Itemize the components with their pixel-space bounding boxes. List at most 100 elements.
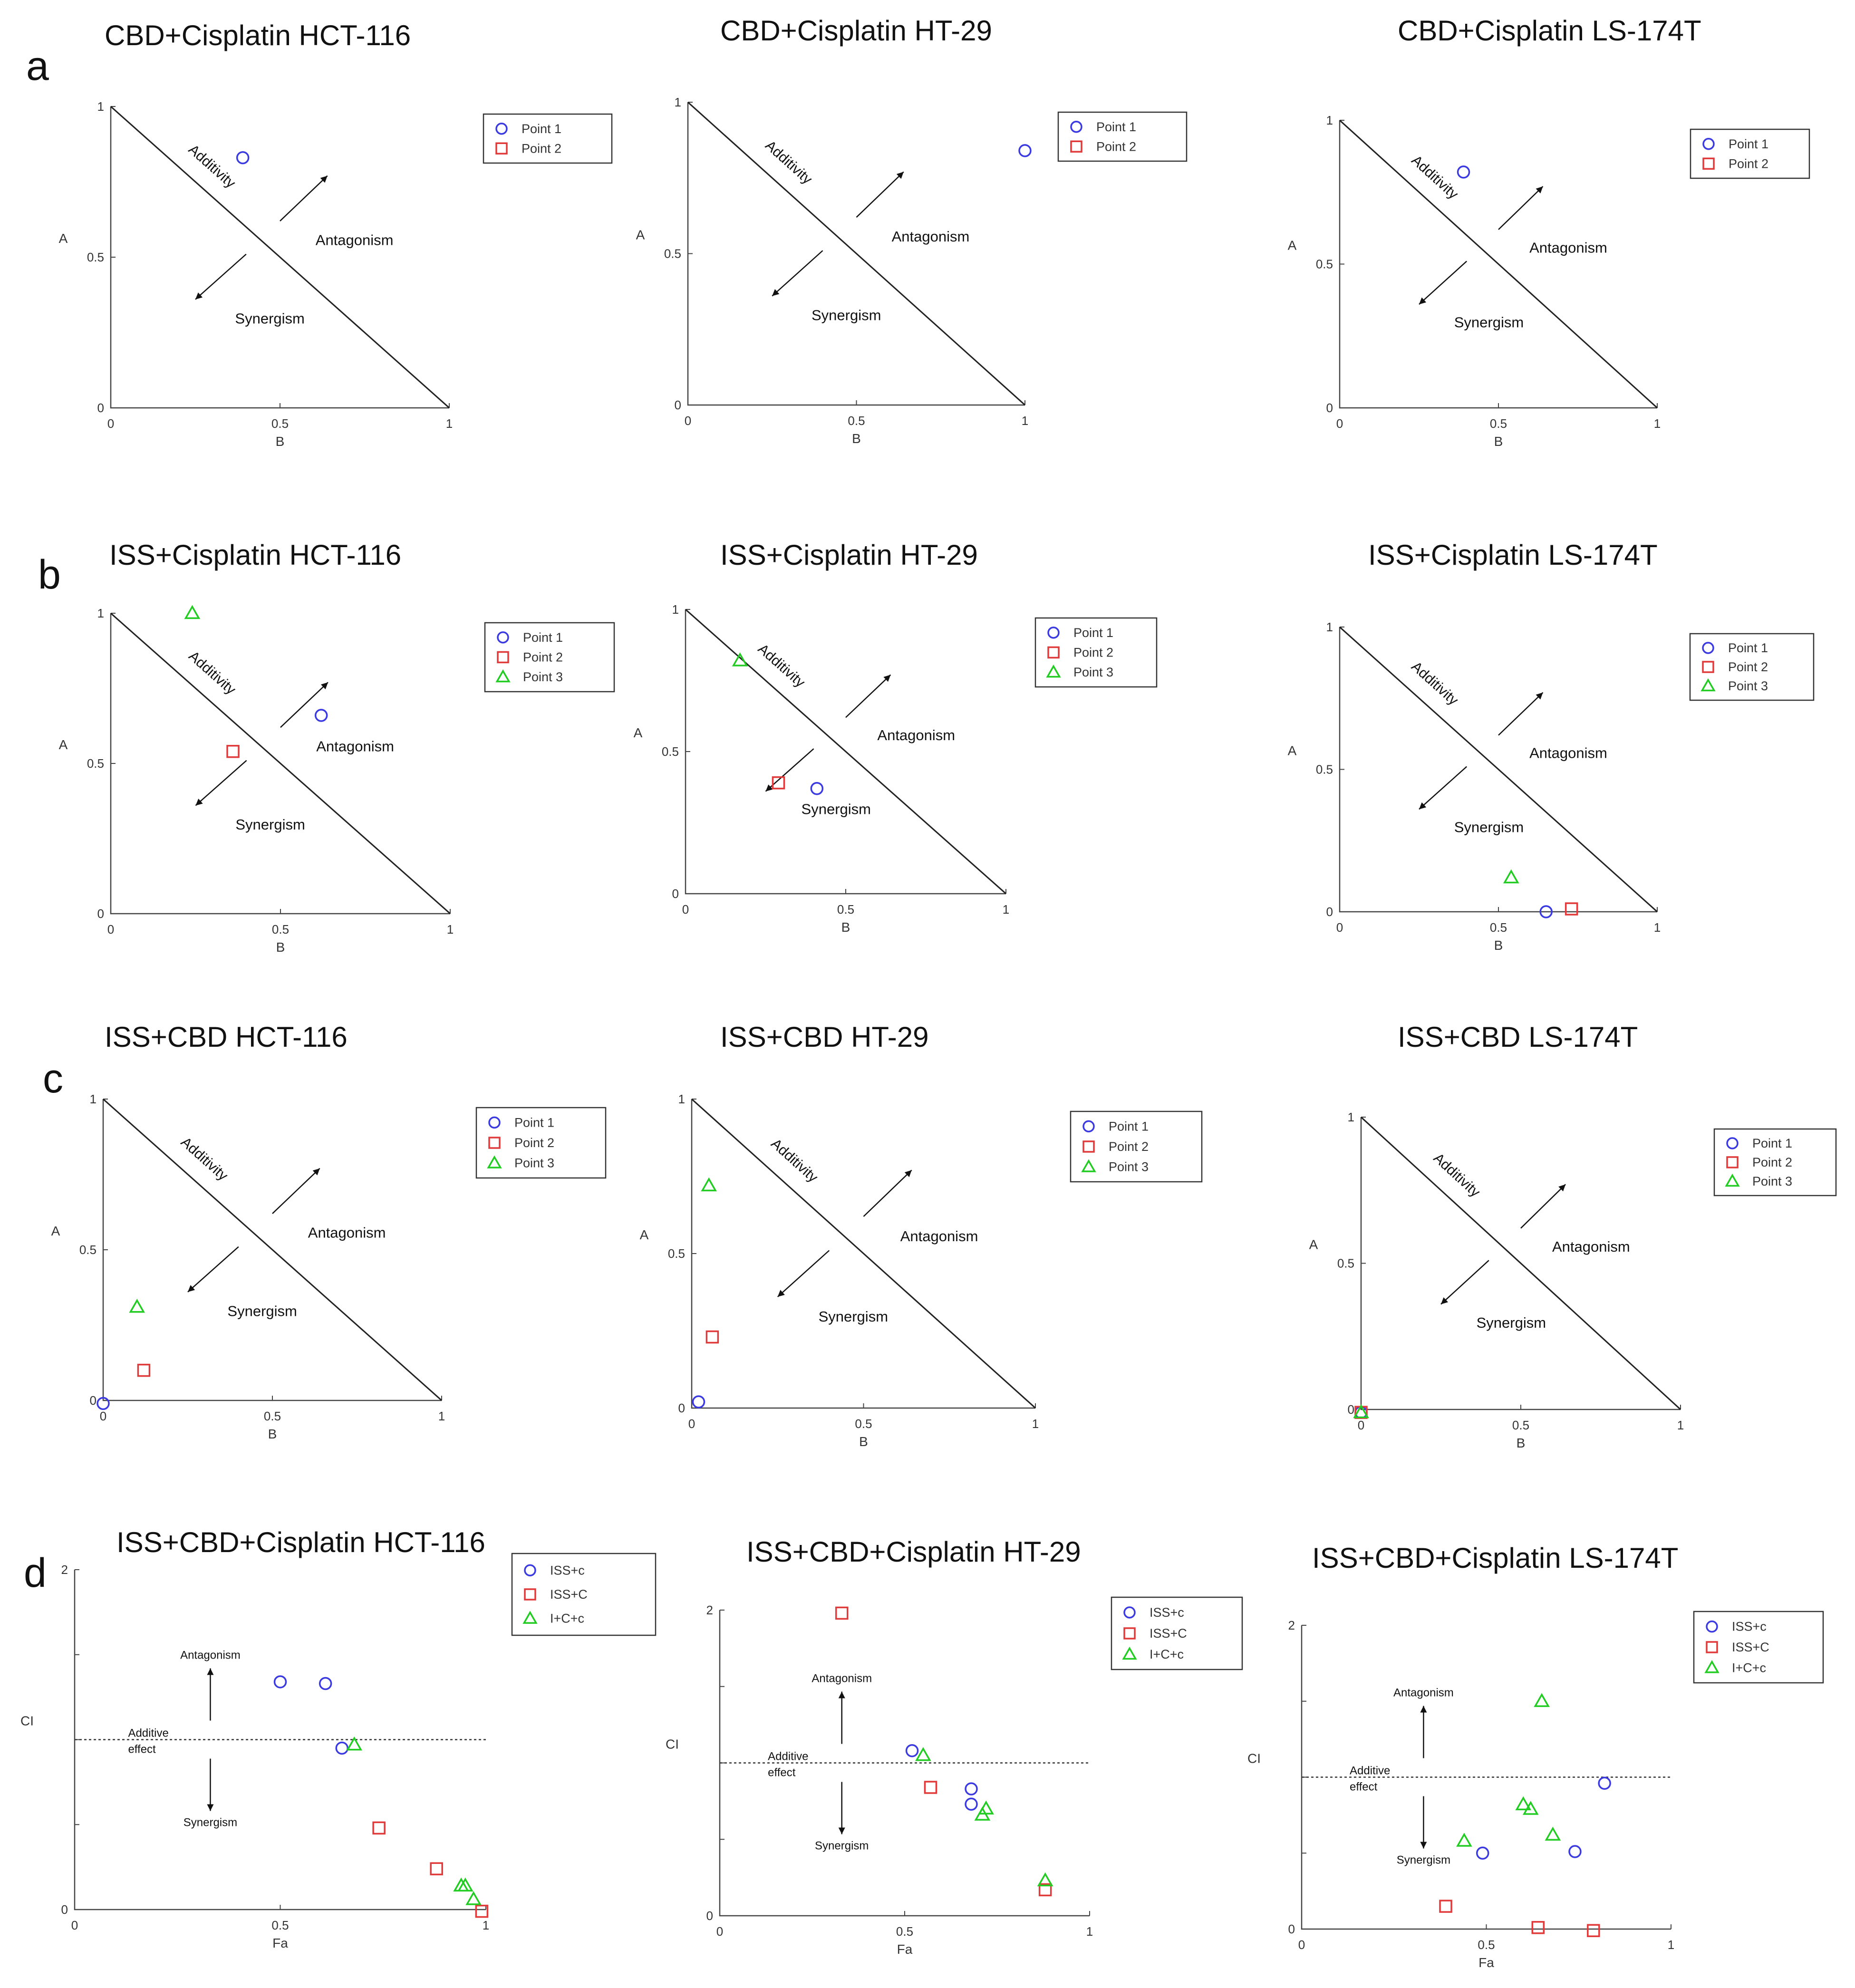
legend: ISS+c ISS+C I+C+c bbox=[1693, 1611, 1824, 1684]
y-axis-label: CI bbox=[666, 1737, 679, 1752]
additivity-label: Additivity bbox=[178, 1134, 231, 1184]
x-tick-label: 0.5 bbox=[1490, 920, 1507, 935]
row-label-b: b bbox=[38, 552, 61, 598]
data-point-circle bbox=[965, 1782, 978, 1795]
data-point-circle bbox=[1568, 1845, 1582, 1858]
data-point-circle bbox=[965, 1797, 978, 1811]
panel-a1: 0 0.5 1 0 0.5 1 B A Additivity Antagonism Synergis… bbox=[59, 99, 613, 449]
legend-marker-circle bbox=[1082, 1120, 1095, 1133]
x-axis-label: B bbox=[841, 920, 850, 935]
x-tick-label: 0.5 bbox=[271, 1918, 289, 1932]
synergism-label: Synergism bbox=[1477, 1314, 1546, 1331]
legend-marker-circle bbox=[495, 123, 508, 135]
x-tick-label: 0.5 bbox=[848, 414, 865, 428]
x-tick-label: 1 bbox=[1677, 1418, 1684, 1432]
additivity-line bbox=[691, 1098, 1036, 1409]
data-point-square bbox=[772, 776, 785, 790]
legend-marker-circle bbox=[1702, 642, 1714, 654]
panel-b1: 0 0.5 1 0 0.5 1 B A Additivity Antagonism Synergis… bbox=[59, 605, 615, 955]
x-tick-label: 0 bbox=[71, 1918, 78, 1932]
additive-effect-label-line2: effect bbox=[1350, 1781, 1378, 1794]
additive-effect-label: Additive bbox=[1350, 1765, 1390, 1777]
additivity-line bbox=[110, 612, 451, 915]
x-tick-label: 0.5 bbox=[1512, 1418, 1529, 1432]
antagonism-arrow bbox=[856, 171, 904, 218]
panel-d3: 0 0.5 1 0 2 Fa CI Additive effect Antagonism Syner… bbox=[1247, 1611, 1824, 1970]
synergism-arrow bbox=[195, 253, 247, 300]
data-point-square bbox=[1565, 902, 1578, 916]
legend-label: ISS+c bbox=[550, 1563, 585, 1577]
x-tick-label: 1 bbox=[1654, 920, 1661, 935]
y-tick-label: 0 bbox=[90, 1393, 97, 1408]
legend-marker-circle bbox=[1047, 627, 1060, 639]
legend-label: ISS+c bbox=[1150, 1605, 1184, 1620]
antagonism-arrow bbox=[845, 674, 891, 718]
legend-label: Point 3 bbox=[1073, 665, 1113, 679]
legend-label: Point 3 bbox=[514, 1156, 554, 1170]
y-tick-label: 0.5 bbox=[1316, 762, 1333, 777]
additivity-line bbox=[687, 101, 1026, 406]
additive-effect-label: Additive bbox=[128, 1727, 168, 1740]
legend-marker-circle bbox=[1706, 1620, 1718, 1633]
y-axis-label: A bbox=[59, 231, 68, 246]
data-point-circle bbox=[1476, 1846, 1489, 1860]
legend-marker-square bbox=[524, 1588, 536, 1601]
x-tick-label: 1 bbox=[1086, 1924, 1093, 1939]
legend-label: Point 1 bbox=[514, 1115, 554, 1129]
panel-title: ISS+Cisplatin HT-29 bbox=[720, 539, 978, 571]
panel-title: ISS+Cisplatin LS-174T bbox=[1368, 539, 1658, 571]
synergism-arrow-head bbox=[1441, 1297, 1449, 1304]
legend-marker-square bbox=[1123, 1627, 1136, 1640]
x-tick-label: 0 bbox=[716, 1924, 723, 1939]
synergism-label: Synergism bbox=[1397, 1854, 1450, 1867]
legend-label: Point 2 bbox=[1729, 156, 1768, 171]
panel-b3: 0 0.5 1 0 0.5 1 B A Additivity Antagonism Synergis… bbox=[1288, 620, 1815, 953]
data-point-square bbox=[1587, 1924, 1600, 1937]
data-point-triangle bbox=[346, 1736, 363, 1751]
data-point-circle bbox=[905, 1744, 919, 1757]
panel-title: ISS+CBD+Cisplatin HCT-116 bbox=[116, 1526, 485, 1558]
x-tick-label: 1 bbox=[1654, 416, 1661, 431]
x-tick-label: 0 bbox=[688, 1417, 695, 1431]
data-point-circle bbox=[1457, 165, 1470, 179]
antagonism-arrow-head bbox=[320, 175, 328, 183]
data-point-square bbox=[705, 1330, 719, 1344]
x-tick-label: 0 bbox=[100, 1409, 106, 1423]
x-tick-label: 0.5 bbox=[896, 1924, 913, 1939]
legend-label: Point 3 bbox=[523, 670, 563, 684]
y-axis-label: A bbox=[51, 1224, 60, 1238]
synergism-label: Synergism bbox=[1454, 314, 1524, 331]
legend-label: Point 2 bbox=[1109, 1139, 1149, 1154]
x-axis-label: B bbox=[859, 1434, 868, 1449]
x-axis-label: B bbox=[1494, 938, 1503, 953]
y-tick-label: 0 bbox=[61, 1902, 68, 1917]
x-axis-label: B bbox=[276, 940, 285, 955]
legend-marker-circle bbox=[1702, 138, 1715, 150]
y-tick-label: 0 bbox=[675, 398, 681, 412]
data-point-triangle bbox=[457, 1877, 473, 1892]
y-tick-label: 2 bbox=[1288, 1618, 1295, 1632]
data-point-circle bbox=[1539, 905, 1553, 918]
x-tick-label: 0.5 bbox=[272, 922, 289, 936]
data-point-triangle bbox=[978, 1800, 994, 1815]
legend-label: Point 1 bbox=[1728, 641, 1768, 655]
legend-label: Point 1 bbox=[1096, 120, 1136, 134]
panel-title: ISS+CBD HCT-116 bbox=[105, 1021, 348, 1053]
synergism-arrow-head bbox=[188, 1285, 195, 1292]
x-tick-label: 1 bbox=[1668, 1938, 1674, 1952]
antagonism-label: Antagonism bbox=[900, 1228, 978, 1245]
synergism-arrow bbox=[187, 1246, 239, 1293]
x-tick-label: 1 bbox=[1003, 902, 1009, 917]
x-tick-label: 0.5 bbox=[264, 1409, 281, 1423]
legend-marker-square bbox=[1070, 140, 1082, 153]
y-tick-label: 0 bbox=[706, 1909, 713, 1923]
legend-marker-triangle bbox=[487, 1155, 502, 1168]
data-point-triangle bbox=[184, 605, 201, 619]
legend-label: Point 3 bbox=[1728, 679, 1768, 693]
panel-c2: 0 0.5 1 0 0.5 1 B A Additivity Antagonism Synergis… bbox=[640, 1092, 1203, 1449]
data-point-square bbox=[475, 1904, 489, 1918]
additivity-label: Additivity bbox=[1409, 152, 1461, 202]
data-point-circle bbox=[1598, 1776, 1611, 1790]
antagonism-arrow-head bbox=[883, 675, 891, 682]
legend-marker-triangle bbox=[1700, 678, 1716, 692]
